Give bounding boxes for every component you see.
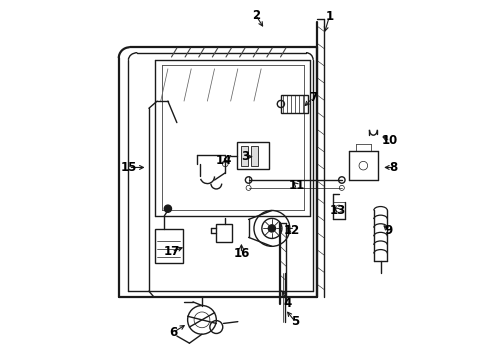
Text: 1: 1 bbox=[325, 10, 333, 23]
Text: 5: 5 bbox=[291, 315, 299, 328]
Text: 10: 10 bbox=[382, 134, 398, 147]
Text: 9: 9 bbox=[384, 224, 392, 237]
Text: 11: 11 bbox=[289, 179, 305, 192]
Text: 7: 7 bbox=[309, 91, 317, 104]
Bar bbox=[216, 225, 232, 242]
Text: 12: 12 bbox=[284, 224, 300, 237]
Bar bbox=[281, 95, 308, 113]
Text: 3: 3 bbox=[241, 150, 249, 163]
Bar bbox=[242, 146, 248, 166]
Text: 4: 4 bbox=[284, 297, 292, 310]
Bar bbox=[155, 229, 183, 263]
Text: 8: 8 bbox=[390, 161, 398, 174]
Text: 13: 13 bbox=[330, 204, 346, 217]
Text: 15: 15 bbox=[120, 161, 137, 174]
Text: 17: 17 bbox=[163, 245, 180, 258]
Circle shape bbox=[269, 225, 275, 232]
Bar bbox=[237, 142, 270, 169]
Circle shape bbox=[164, 205, 171, 212]
Text: 14: 14 bbox=[215, 154, 232, 167]
Text: 2: 2 bbox=[252, 9, 260, 22]
Bar bbox=[251, 146, 258, 166]
Text: 16: 16 bbox=[233, 247, 249, 260]
Text: 6: 6 bbox=[169, 326, 177, 339]
